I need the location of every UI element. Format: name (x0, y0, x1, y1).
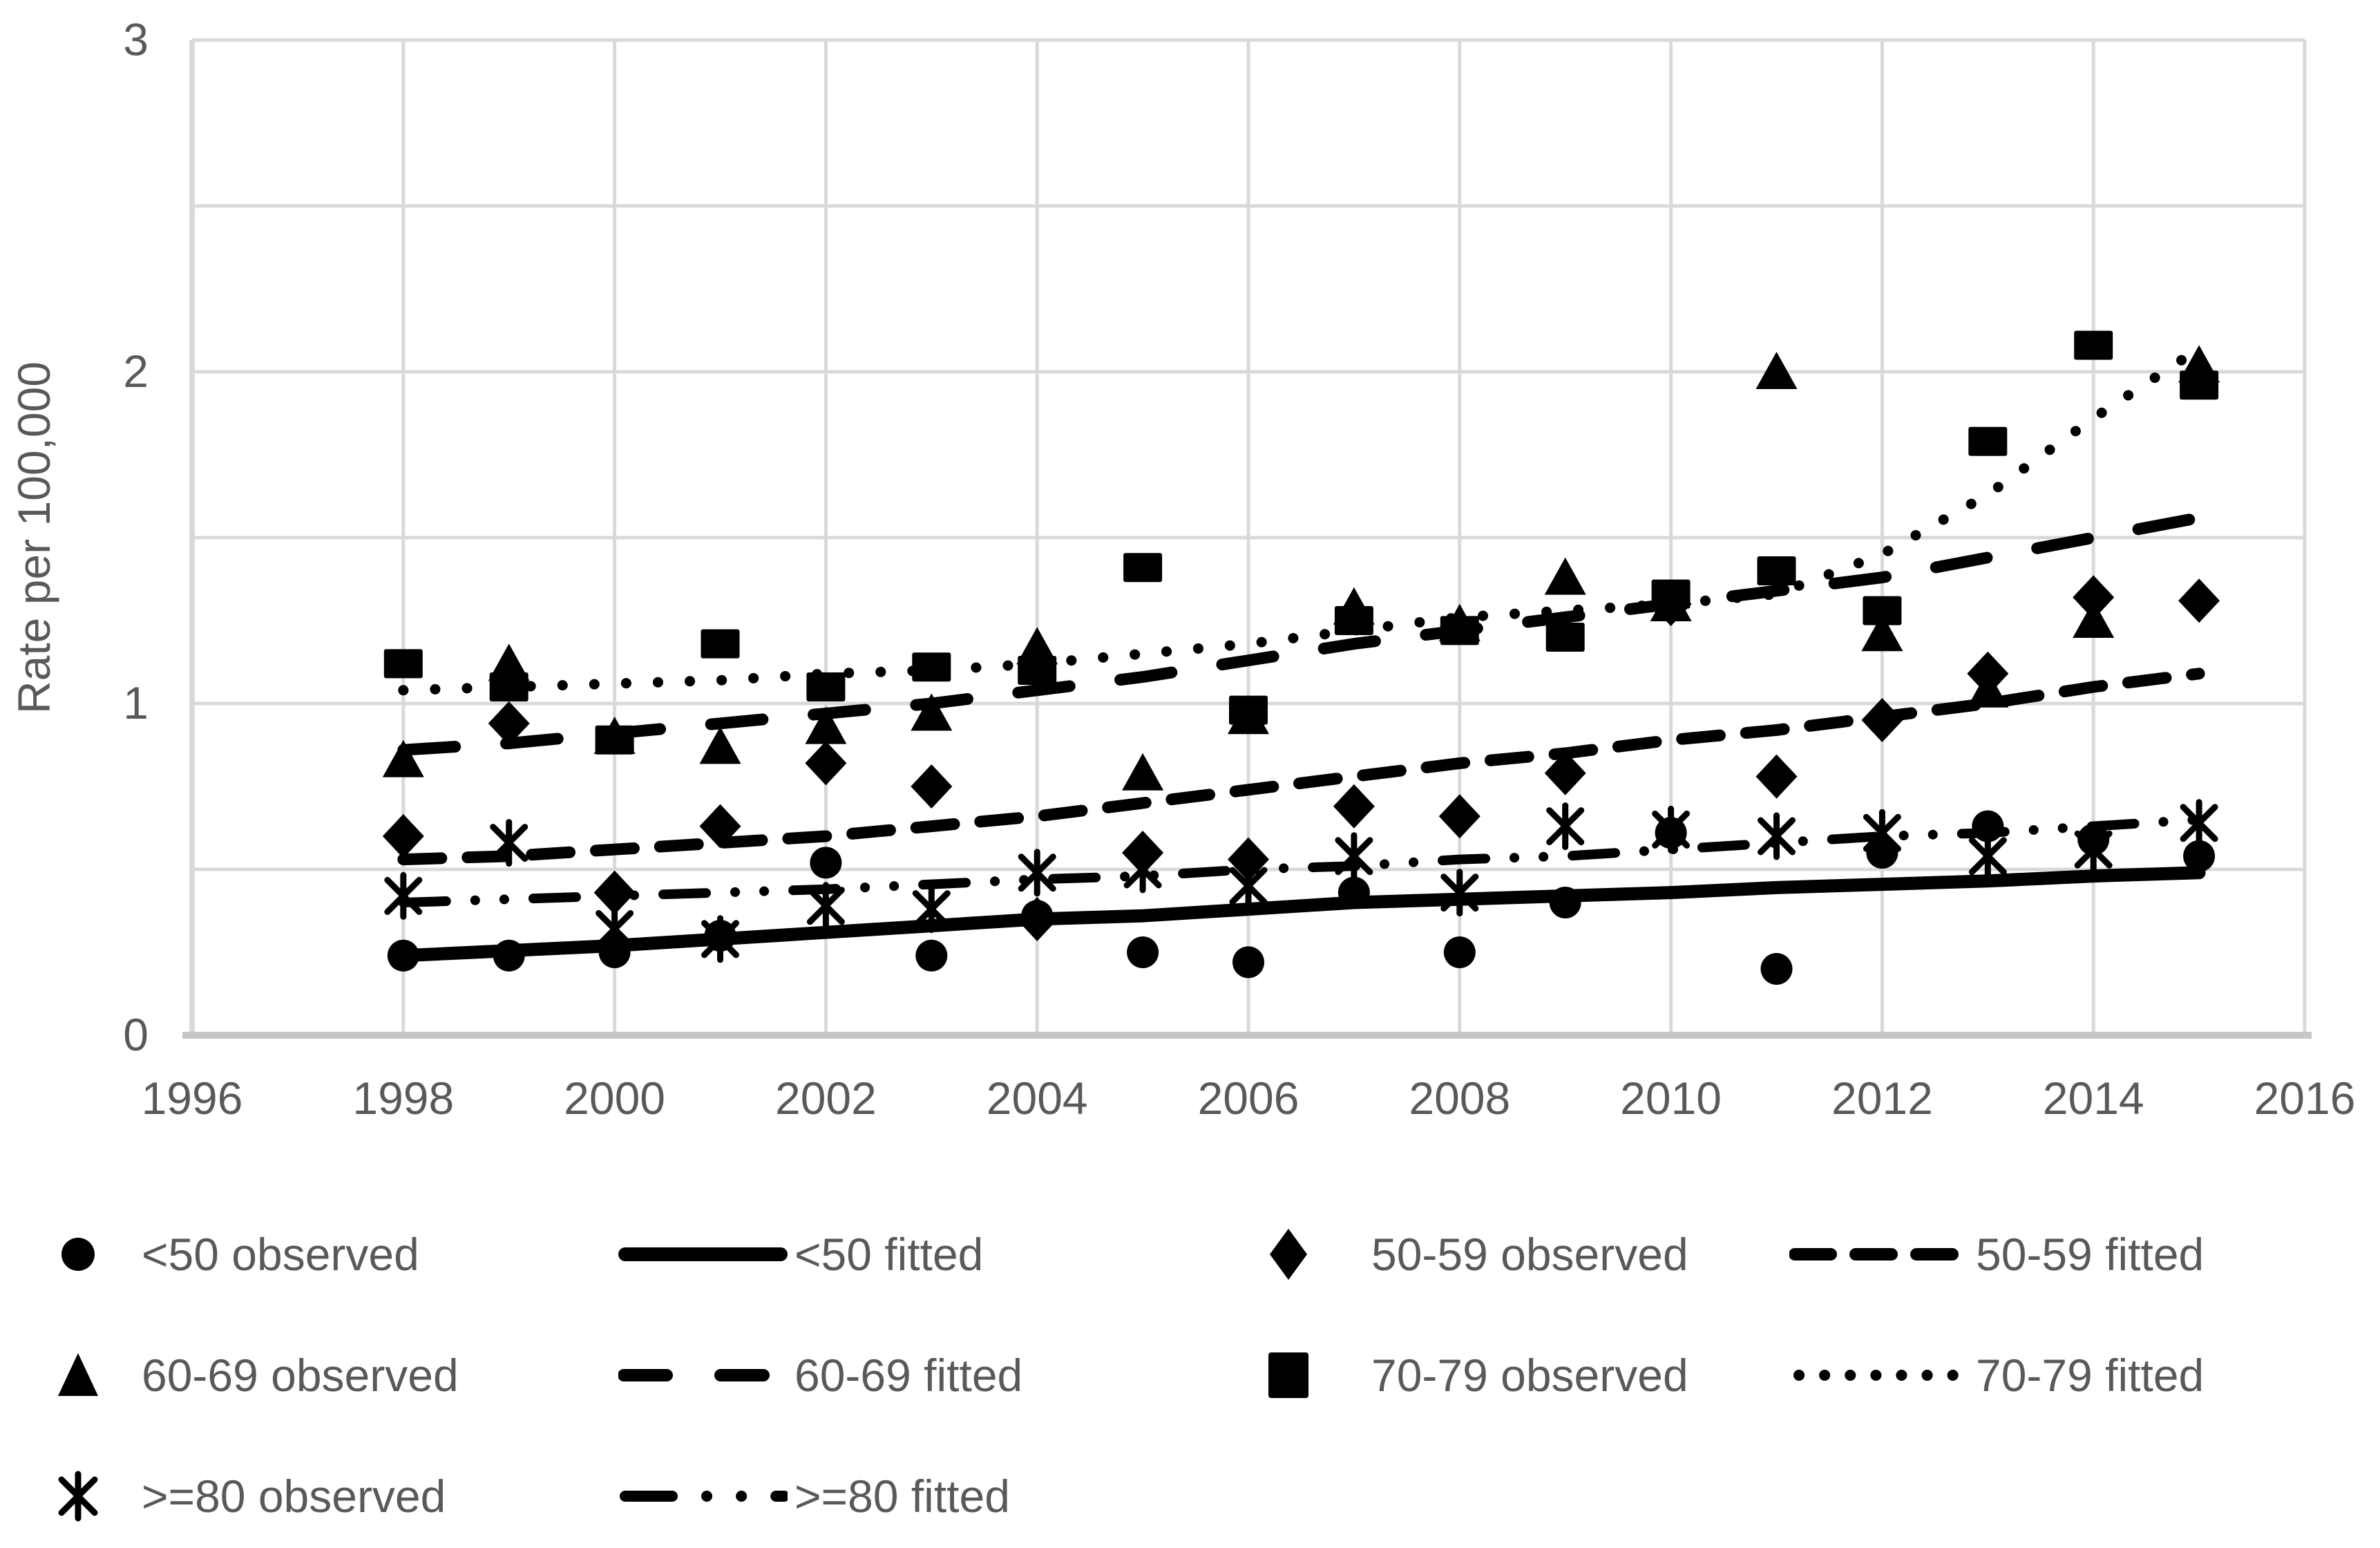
svg-text:2016: 2016 (2254, 1073, 2356, 1124)
square-marker-icon (1264, 1323, 1313, 1427)
svg-text:2008: 2008 (1409, 1073, 1510, 1124)
svg-text:2010: 2010 (1620, 1073, 1722, 1124)
svg-text:2006: 2006 (1198, 1073, 1300, 1124)
50-59-observed-series (382, 575, 2220, 941)
legend-row-2: 60-69 observed 60-69 fitted 70-79 observ… (0, 1323, 2380, 1427)
-50-fitted-series (397, 866, 2206, 963)
svg-text:2014: 2014 (2043, 1073, 2144, 1124)
-80-fitted-series (398, 815, 2205, 907)
svg-text:2004: 2004 (987, 1073, 1088, 1124)
legend-label: <50 fitted (794, 1229, 984, 1280)
dash-dot-dot-line-icon (618, 1444, 788, 1548)
legend-label: 70-79 fitted (1976, 1350, 2205, 1401)
svg-text:2: 2 (123, 346, 149, 397)
y-axis-title: Rate per 100,000 (8, 361, 59, 714)
axis-tick-labels: 0 1 2 3 1996 1998 2000 2002 2004 2006 2008 2010 2012… (123, 14, 2355, 1124)
-80-observed-series (384, 799, 2218, 963)
svg-text:3: 3 (123, 14, 149, 65)
circle-marker-icon (54, 1202, 102, 1306)
plot-area: 0 1 2 3 1996 1998 2000 2002 2004 2006 2008 2010 2012… (8, 14, 2355, 1124)
legend-label: <50 observed (142, 1229, 419, 1280)
svg-text:1996: 1996 (142, 1073, 243, 1124)
svg-text:2012: 2012 (1831, 1073, 1933, 1124)
70-79-fitted-series (398, 343, 2205, 696)
chart-figure: 0 1 2 3 1996 1998 2000 2002 2004 2006 2008 2010 2012… (0, 14, 2380, 1522)
solid-line-icon (618, 1202, 788, 1306)
legend-row-1: <50 observed <50 fitted 50-59 observed 5… (0, 1202, 2380, 1306)
dash-line-icon (1789, 1202, 1959, 1306)
legend-label: 50-59 fitted (1976, 1229, 2205, 1280)
svg-text:2000: 2000 (564, 1073, 665, 1124)
legend-label: >=80 observed (142, 1471, 446, 1522)
svg-text:0: 0 (123, 1009, 149, 1060)
legend-label: 50-59 observed (1371, 1229, 1688, 1280)
gridlines (189, 38, 2307, 1035)
star-marker-icon (54, 1444, 102, 1548)
60-69-fitted-series (397, 511, 2205, 756)
50-59-fitted-series (397, 668, 2205, 866)
long-dash-line-icon (618, 1323, 788, 1427)
svg-text:2002: 2002 (775, 1073, 877, 1124)
diamond-marker-icon (1264, 1202, 1313, 1306)
70-79-observed-series (383, 330, 2219, 755)
triangle-marker-icon (54, 1323, 102, 1427)
svg-text:1998: 1998 (352, 1073, 454, 1124)
svg-text:1: 1 (123, 677, 149, 728)
legend-label: 70-79 observed (1371, 1350, 1688, 1401)
dotted-line-icon (1789, 1323, 1959, 1427)
legend-label: 60-69 observed (142, 1350, 459, 1401)
legend-label: 60-69 fitted (794, 1350, 1023, 1401)
legend-row-3: >=80 observed >=80 fitted (0, 1444, 2380, 1548)
legend-label: >=80 fitted (794, 1471, 1010, 1522)
